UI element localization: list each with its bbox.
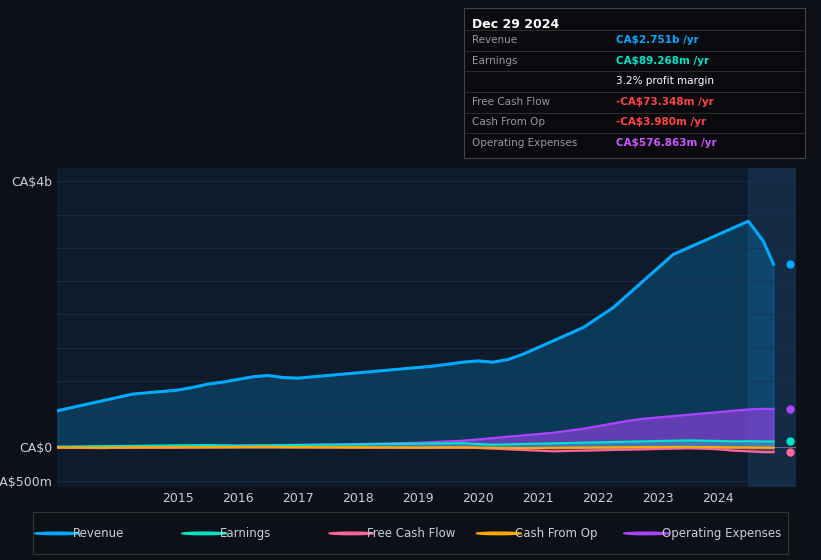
Text: -CA$3.980m /yr: -CA$3.980m /yr (616, 118, 706, 128)
Text: CA$576.863m /yr: CA$576.863m /yr (616, 138, 717, 148)
Bar (748, 168, 796, 487)
Circle shape (623, 532, 669, 535)
Circle shape (476, 532, 521, 535)
Circle shape (181, 532, 227, 535)
Text: Revenue: Revenue (73, 527, 124, 540)
Circle shape (34, 532, 80, 535)
Text: CA$89.268m /yr: CA$89.268m /yr (616, 55, 709, 66)
Text: 3.2% profit margin: 3.2% profit margin (616, 76, 713, 86)
Text: Operating Expenses: Operating Expenses (662, 527, 782, 540)
Text: CA$2.751b /yr: CA$2.751b /yr (616, 35, 699, 45)
Text: Free Cash Flow: Free Cash Flow (472, 97, 550, 107)
Text: Cash From Op: Cash From Op (472, 118, 545, 128)
Text: Operating Expenses: Operating Expenses (472, 138, 577, 148)
Text: Earnings: Earnings (220, 527, 272, 540)
Text: Cash From Op: Cash From Op (515, 527, 597, 540)
Text: Dec 29 2024: Dec 29 2024 (472, 18, 559, 31)
Text: -CA$73.348m /yr: -CA$73.348m /yr (616, 97, 713, 107)
Text: Earnings: Earnings (472, 55, 517, 66)
Text: Revenue: Revenue (472, 35, 517, 45)
Text: Free Cash Flow: Free Cash Flow (368, 527, 456, 540)
Circle shape (329, 532, 374, 535)
